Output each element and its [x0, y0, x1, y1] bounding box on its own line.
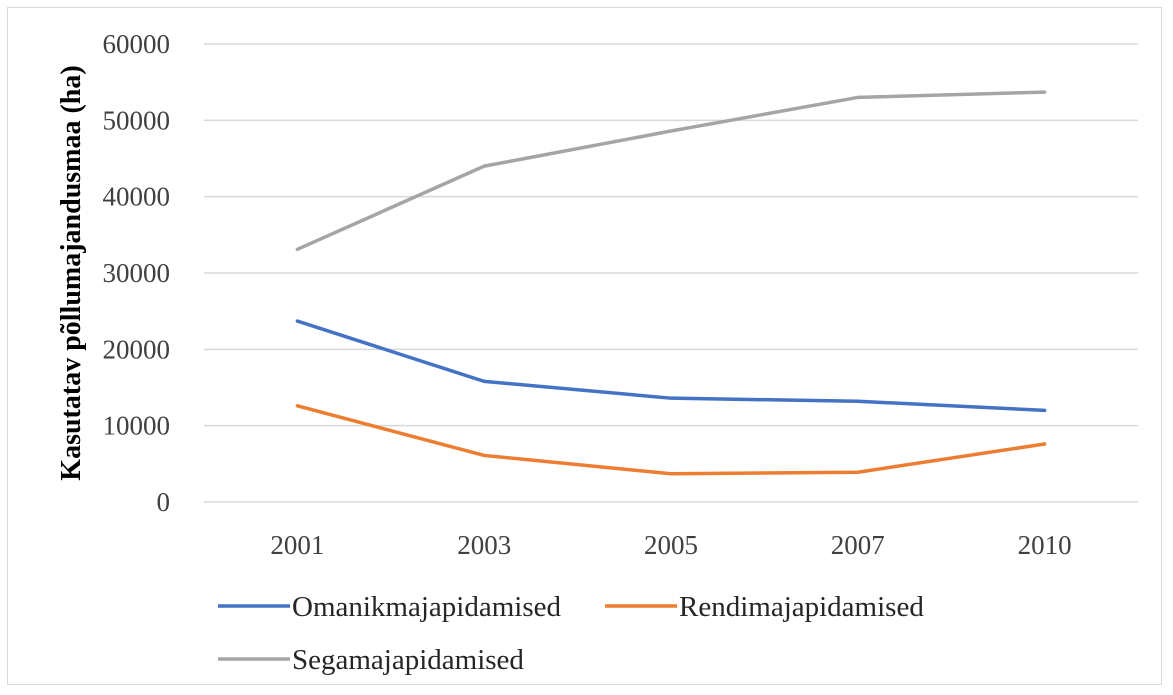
series-line-0	[295, 319, 1047, 413]
y-tick-label-0: 0	[157, 487, 171, 517]
legend-label-1: Rendimajapidamised	[679, 591, 924, 623]
y-tick-label-3: 30000	[103, 258, 171, 288]
legend-label-0: Omanikmajapidamised	[292, 591, 561, 623]
legend-label-2: Segamajapidamised	[292, 644, 524, 676]
x-tick-label-2: 2005	[644, 530, 698, 560]
gridlines	[204, 43, 1138, 503]
series-lines	[295, 90, 1047, 476]
y-tick-label-6: 60000	[103, 29, 171, 59]
series-line-1	[295, 404, 1047, 476]
legend: Omanikmajapidamised Rendimajapidamised Seg…	[218, 591, 924, 676]
y-axis-label: Kasutatav põllumajandusmaa (ha)	[56, 65, 87, 480]
y-tick-label-5: 50000	[103, 105, 171, 135]
x-tick-label-1: 2003	[457, 530, 511, 560]
x-tick-label-3: 2007	[831, 530, 885, 560]
y-tick-label-1: 10000	[103, 411, 171, 441]
series-line-2	[295, 90, 1047, 252]
x-axis-ticks: 2001 2003 2005 2007 2010	[270, 530, 1071, 560]
x-tick-label-4: 2010	[1018, 530, 1072, 560]
y-tick-label-4: 40000	[103, 182, 171, 212]
y-axis-ticks: 0 10000 20000 30000 40000 50000 60000	[103, 29, 171, 517]
y-tick-label-2: 20000	[103, 334, 171, 364]
x-tick-label-0: 2001	[270, 530, 324, 560]
